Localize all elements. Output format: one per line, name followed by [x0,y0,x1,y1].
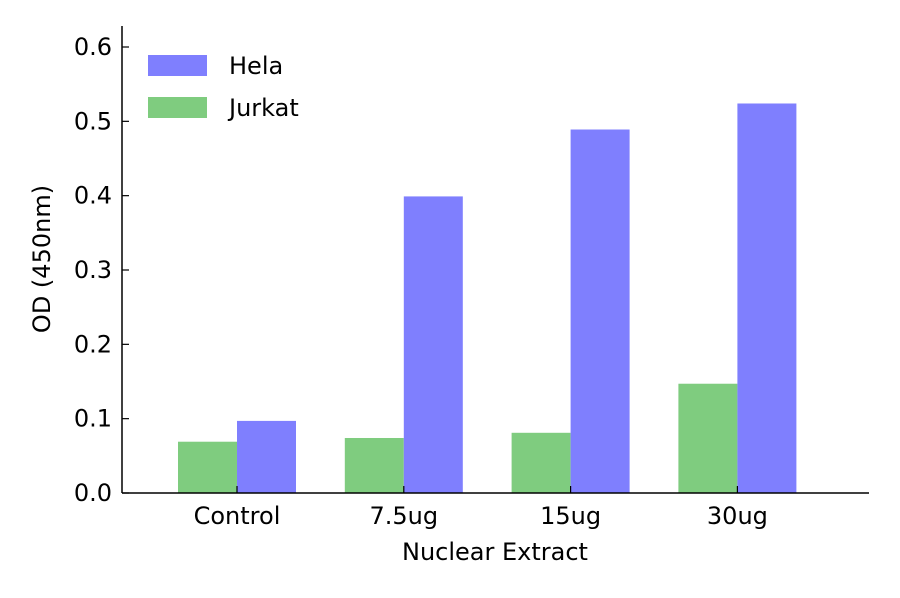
y-tick-label: 0.6 [74,33,112,61]
y-axis-title: OD (450nm) [28,185,56,333]
legend-swatch-jurkat [148,97,207,118]
bar-hela-15ug [570,129,630,493]
legend-label-jurkat: Jurkat [227,94,299,122]
bar-jurkat-15ug [511,432,571,493]
y-tick-label: 0.4 [74,182,112,210]
legend: Hela Jurkat [148,52,299,122]
legend-swatch-hela [148,55,207,76]
x-tick-label: 30ug [707,502,768,530]
bar-jurkat-7-5ug [344,437,404,493]
y-tick-label: 0.3 [74,256,112,284]
y-tick-label: 0.1 [74,405,112,433]
bar-hela-control [237,420,296,493]
legend-label-hela: Hela [229,52,283,80]
x-tick-label: 7.5ug [369,502,438,530]
bar-hela-7-5ug [403,196,463,493]
bars-layer [178,103,797,493]
bar-jurkat-30ug [678,383,738,493]
x-axis-title: Nuclear Extract [402,538,588,566]
y-tick-label: 0.2 [74,330,112,358]
y-ticks: 0.0 0.1 0.2 0.3 0.4 0.5 0.6 [74,33,129,507]
bar-jurkat-control [178,441,237,493]
axes-layer [121,26,869,494]
y-tick-label: 0.5 [74,107,112,135]
x-tick-label: 15ug [540,502,601,530]
bar-hela-30ug [737,103,797,493]
x-ticks: Control 7.5ug 15ug 30ug [194,486,768,530]
y-tick-label: 0.0 [74,479,112,507]
x-tick-label: Control [194,502,281,530]
